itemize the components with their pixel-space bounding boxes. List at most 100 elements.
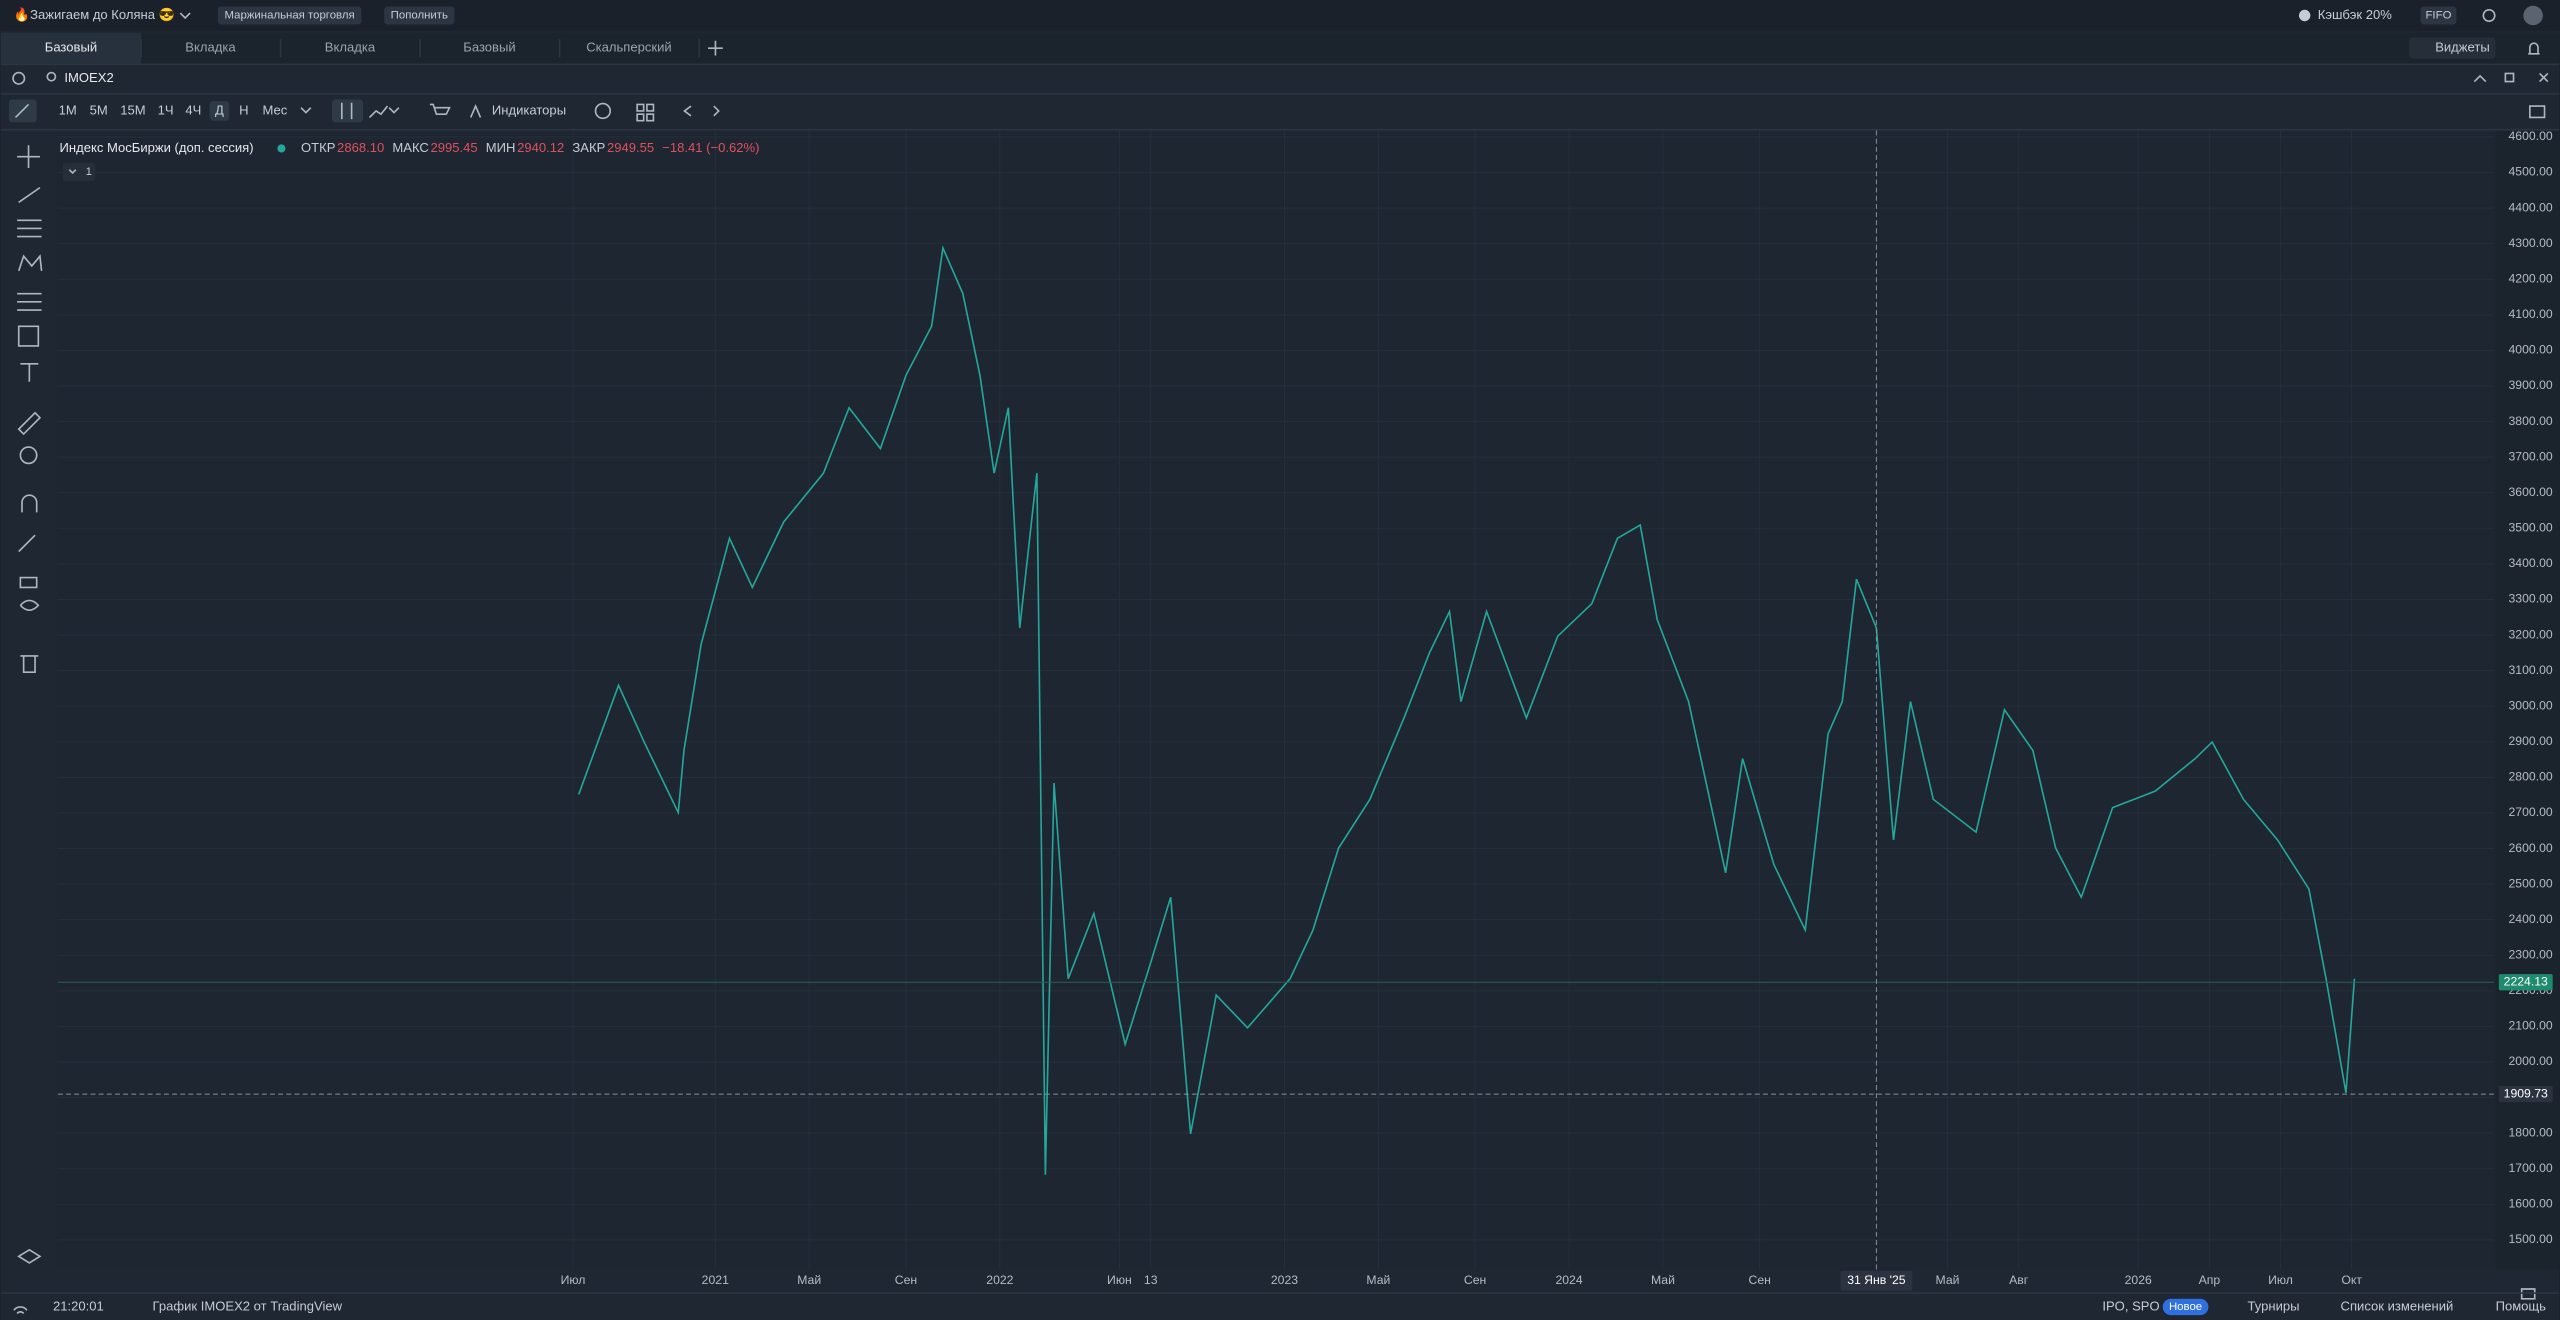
interval-button[interactable]: 4Ч — [185, 102, 201, 117]
avatar[interactable] — [2523, 5, 2543, 26]
toolbar-icons[interactable] — [340, 102, 482, 120]
interval-button[interactable]: 15M — [120, 102, 145, 117]
changelog-link[interactable]: Список изменений — [2341, 1298, 2454, 1313]
y-tick-label: 2000.00 — [2509, 1054, 2553, 1068]
x-tick-label: Май — [797, 1273, 821, 1287]
compare-icon[interactable] — [594, 102, 612, 120]
margin-button-label[interactable]: Маржинальная торговля — [224, 10, 354, 22]
y-tick-label: 3900.00 — [2509, 378, 2553, 392]
interval-menu-icon[interactable] — [300, 107, 312, 114]
interval-button[interactable]: Мес — [263, 102, 288, 117]
ohlc-value: 2868.10 — [337, 140, 384, 155]
y-tick-label: 2900.00 — [2509, 734, 2553, 748]
account-name[interactable]: 🔥Зажигаем до Коляна 😎 — [14, 7, 175, 22]
pane-chevron — [68, 169, 77, 175]
pencil-icon — [14, 103, 30, 119]
interval-button[interactable]: Н — [239, 102, 248, 117]
x-tick-label: Окт — [2341, 1273, 2362, 1287]
deposit-button[interactable] — [384, 6, 455, 25]
y-tick-label: 3500.00 — [2509, 521, 2553, 535]
x-tick-label: 2026 — [2125, 1273, 2152, 1287]
y-tick-label: 3300.00 — [2509, 592, 2553, 606]
y-tick-label: 1800.00 — [2509, 1125, 2553, 1139]
add-chart-icon[interactable] — [12, 71, 26, 85]
clock: 21:20:01 — [53, 1298, 104, 1313]
crosshair-price-label: 1909.73 — [2504, 1086, 2548, 1100]
indicators-button[interactable]: Индикаторы — [492, 102, 566, 117]
symbol-search[interactable]: IMOEX2 — [64, 70, 113, 85]
interval-button[interactable]: 1M — [59, 102, 77, 117]
fifo-label[interactable]: FIFO — [2425, 10, 2451, 22]
connection-icon — [13, 1306, 28, 1315]
notifications-icon[interactable] — [2528, 42, 2540, 55]
interval-button[interactable]: Д — [215, 102, 224, 117]
deposit-button-label[interactable]: Пополнить — [391, 10, 448, 22]
y-tick-label: 1700.00 — [2509, 1161, 2553, 1175]
chart-style-button[interactable] — [332, 99, 364, 123]
x-tick-label: Июн — [1107, 1273, 1132, 1287]
ohlc-label: ОТКР — [301, 140, 336, 155]
pane-number[interactable]: 1 — [86, 166, 92, 178]
tab-bar — [0, 32, 2560, 64]
tab[interactable]: Вкладка — [325, 40, 376, 55]
widgets-button[interactable] — [2409, 37, 2496, 59]
y-tick-label: 2300.00 — [2509, 947, 2553, 961]
tournaments-link[interactable]: Турниры — [2248, 1298, 2300, 1313]
y-tick-label: 2800.00 — [2509, 770, 2553, 784]
x-tick-label: Май — [1936, 1273, 1960, 1287]
x-tick-label: 2023 — [1271, 1273, 1298, 1287]
x-tick-label: Май — [1366, 1273, 1390, 1287]
ohlc-legend: ОТКР 2868.10 МАКС 2995.45 МИН 2940.12 ЗАКР 2949… — [301, 140, 759, 155]
x-tick-label: Июл — [561, 1273, 586, 1287]
margin-button[interactable] — [217, 6, 362, 25]
y-tick-label: 4400.00 — [2509, 200, 2553, 214]
active-tab[interactable] — [0, 32, 142, 64]
pane-toggle[interactable] — [62, 163, 96, 182]
chart-area[interactable]: 4600.00 4500.00 4400.00 4300.00 4200.00 4100.… — [57, 129, 2560, 1291]
instrument-name: Индекс МосБиржи (доп. сессия) — [60, 140, 254, 155]
session-dot — [277, 144, 286, 153]
interval-button[interactable]: 1Ч — [158, 102, 174, 117]
x-tick-label: 13 — [1144, 1273, 1158, 1287]
ohlc-label: ЗАКР — [572, 140, 605, 155]
y-tick-label: 3700.00 — [2509, 449, 2553, 463]
y-tick-label: 3400.00 — [2509, 556, 2553, 570]
cashback-icon — [2298, 9, 2311, 22]
tab[interactable]: Базовый — [463, 40, 515, 55]
ipo-link[interactable]: IPO, SPO — [2102, 1298, 2159, 1313]
tab[interactable]: Базовый — [45, 40, 97, 55]
x-tick-label: Сен — [895, 1273, 917, 1287]
settings-icon[interactable] — [2482, 8, 2496, 23]
widgets-label[interactable]: Виджеты — [2435, 40, 2490, 55]
add-tab-icon[interactable] — [708, 40, 723, 56]
last-price-tag — [2498, 974, 2553, 991]
y-tick-label: 4500.00 — [2509, 165, 2553, 179]
interval-button[interactable]: 5M — [90, 102, 108, 117]
help-link[interactable]: Помощь — [2496, 1298, 2547, 1313]
tab[interactable]: Вкладка — [185, 40, 236, 55]
x-tick-label: Июл — [2268, 1273, 2293, 1287]
y-tick-label: 4600.00 — [2509, 129, 2553, 143]
x-tick-label: Сен — [1749, 1273, 1771, 1287]
tradingview-credit[interactable]: График IMOEX2 от TradingView — [153, 1298, 343, 1313]
price-axis — [2495, 130, 2560, 1270]
search-icon — [46, 71, 57, 82]
y-tick-label: 3800.00 — [2509, 414, 2553, 428]
drawing-tools[interactable] — [17, 145, 2536, 1300]
ohlc-value: 2995.45 — [430, 140, 477, 155]
ohlc-change: −18.41 (−0.62%) — [662, 140, 759, 155]
crosshair-price-tag — [2498, 1085, 2553, 1103]
account-menu-icon[interactable] — [179, 12, 191, 20]
window-controls[interactable] — [2473, 72, 2549, 83]
fifo-badge[interactable] — [2420, 6, 2457, 25]
y-tick-label: 2700.00 — [2509, 805, 2553, 819]
crosshair-date-tag — [1840, 1271, 1913, 1291]
new-badge-label: Новое — [2169, 1301, 2202, 1313]
y-tick-label: 4100.00 — [2509, 307, 2553, 321]
cashback[interactable]: Кэшбэк 20% — [2318, 7, 2393, 22]
tab[interactable]: Скальперский — [586, 40, 671, 55]
x-tick-label: Апр — [2199, 1273, 2221, 1287]
toolbar-icons-right[interactable] — [636, 103, 2546, 122]
y-tick-label: 3000.00 — [2509, 698, 2553, 712]
